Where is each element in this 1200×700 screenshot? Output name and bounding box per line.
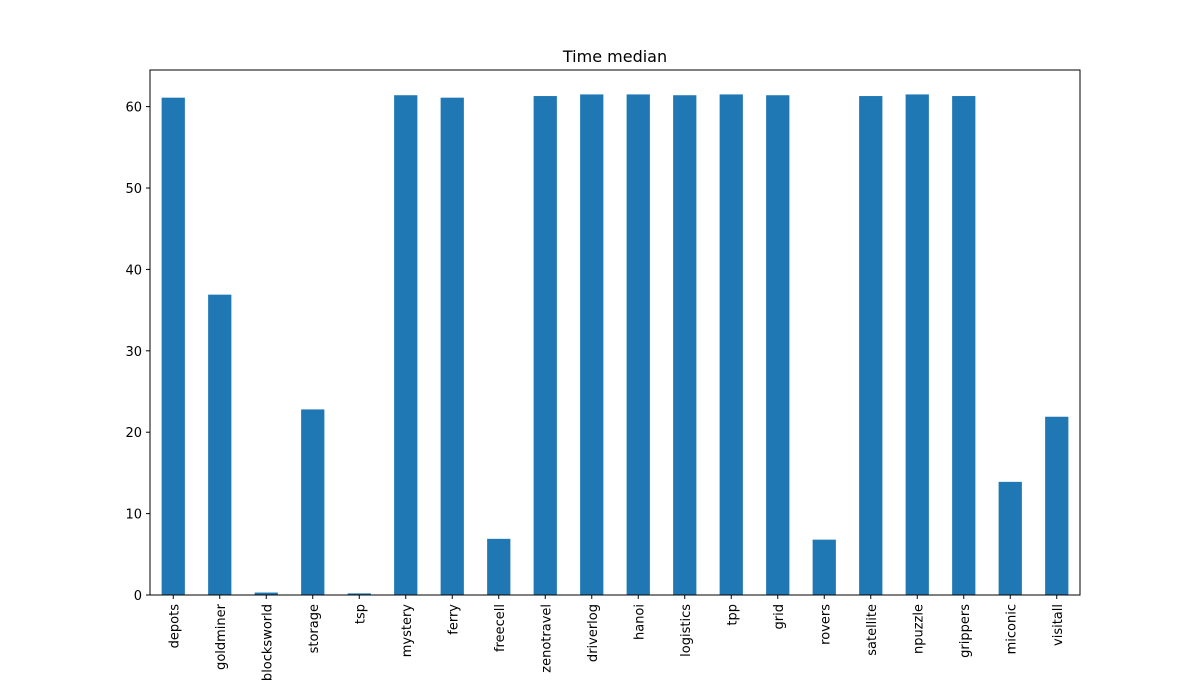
bar-rovers: [812, 539, 836, 595]
x-tick-label: rovers: [818, 604, 833, 645]
bar-blocksworld: [254, 592, 278, 595]
bar-depots: [161, 97, 185, 596]
bar-npuzzle: [905, 94, 929, 595]
bar-hanoi: [626, 94, 650, 595]
bar-grid: [766, 95, 790, 596]
x-tick-label: logistics: [679, 604, 694, 657]
x-tick-label: storage: [307, 604, 322, 653]
x-tick-label: satellite: [865, 604, 880, 656]
x-tick-label: mystery: [400, 604, 415, 658]
x-tick-label: goldminer: [214, 603, 229, 670]
bar-visitall: [1045, 416, 1069, 595]
x-tick-label: tpp: [725, 604, 740, 626]
y-tick-label: 40: [125, 263, 142, 278]
y-tick-label: 10: [125, 508, 142, 523]
bar-satellite: [859, 96, 883, 595]
x-tick-label: tsp: [353, 604, 368, 624]
bar-logistics: [673, 95, 697, 596]
bar-ferry: [440, 97, 464, 596]
bar-storage: [301, 409, 325, 595]
x-tick-label: depots: [167, 604, 182, 649]
bar-grippers: [952, 96, 976, 595]
y-axis-ticks: 0 10 20 30 40 50 60: [125, 101, 150, 604]
bar-freecell: [487, 538, 511, 595]
x-tick-label: npuzzle: [911, 604, 926, 654]
bars-group: [161, 94, 1069, 596]
x-tick-label: freecell: [493, 604, 508, 652]
x-tick-label: miconic: [1004, 604, 1019, 654]
y-tick-label: 50: [125, 182, 142, 197]
bar-goldminer: [208, 294, 232, 595]
x-axis-ticks: depots goldminer blocksworld storage tsp myst…: [167, 595, 1066, 681]
bar-miconic: [998, 481, 1022, 595]
x-tick-label: driverlog: [586, 604, 601, 662]
bar-tpp: [719, 94, 743, 595]
y-tick-label: 0: [134, 589, 142, 604]
x-tick-label: zenotravel: [539, 604, 554, 673]
x-tick-label: blocksworld: [260, 604, 275, 681]
y-tick-label: 20: [125, 426, 142, 441]
plot-frame: [149, 69, 1081, 596]
bar-tsp: [347, 593, 371, 595]
y-tick-label: 30: [125, 345, 142, 360]
x-tick-label: hanoi: [632, 604, 647, 640]
bar-zenotravel: [533, 96, 557, 595]
x-tick-label: ferry: [446, 604, 461, 635]
x-tick-label: visitall: [1051, 604, 1066, 646]
x-tick-label: grippers: [958, 604, 973, 658]
bar-mystery: [394, 95, 418, 596]
chart-title: Time median: [562, 47, 667, 66]
y-tick-label: 60: [125, 101, 142, 116]
bar-driverlog: [580, 94, 604, 595]
x-tick-label: grid: [772, 604, 787, 629]
